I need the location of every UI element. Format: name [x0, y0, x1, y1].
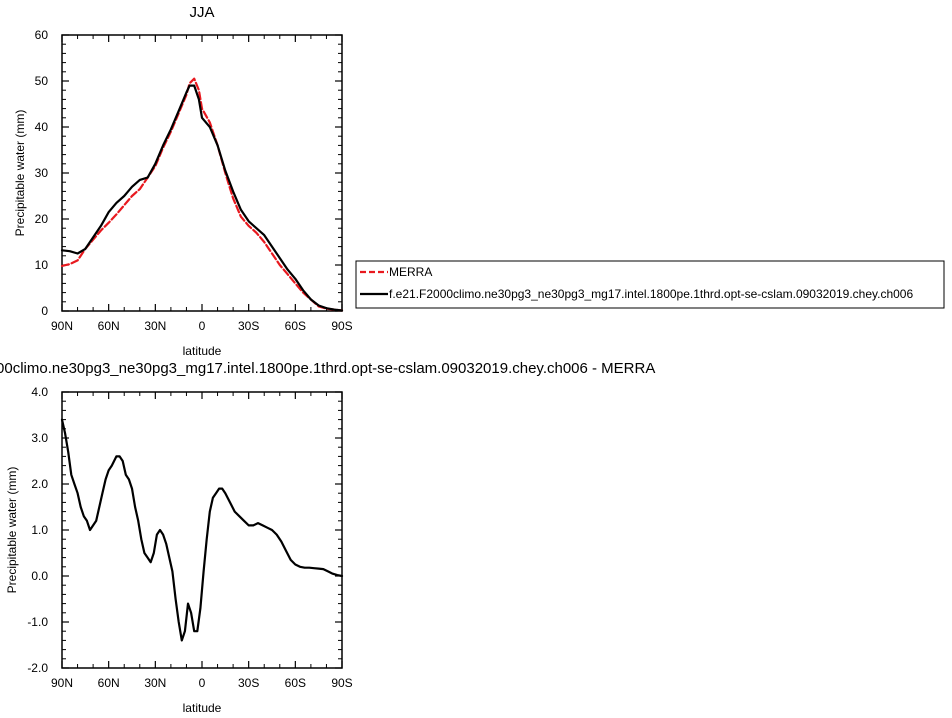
- y-tick-label: -2.0: [27, 661, 48, 675]
- y-tick-label: 2.0: [31, 477, 48, 491]
- y-axis-label: Precipitable water (mm): [13, 110, 27, 237]
- y-tick-label: 4.0: [31, 385, 48, 399]
- x-tick-label: 0: [199, 676, 206, 690]
- plot-frame-1: [61, 34, 343, 312]
- plot-frame-2: [61, 391, 343, 669]
- x-tick-label: 30N: [144, 319, 166, 333]
- y-tick-label: 1.0: [31, 523, 48, 537]
- y-axis-label: Precipitable water (mm): [5, 467, 19, 594]
- series-line-2: [60, 84, 344, 312]
- x-axis-label: latitude: [183, 701, 222, 715]
- y-tick-label: 60: [35, 28, 49, 42]
- y-tick-label: 40: [35, 120, 49, 134]
- y-tick-label: 3.0: [31, 431, 48, 445]
- series-line-1: [60, 77, 344, 312]
- legend-label-1: MERRA: [389, 265, 432, 279]
- x-tick-label: 60N: [98, 676, 120, 690]
- y-tick-label: 20: [35, 212, 49, 226]
- legend-label-2: f.e21.F2000climo.ne30pg3_ne30pg3_mg17.in…: [389, 287, 913, 301]
- y-tick-label: 0: [41, 304, 48, 318]
- x-tick-label: 30S: [238, 676, 259, 690]
- series-line-1: [60, 418, 344, 642]
- x-tick-label: 90S: [331, 319, 352, 333]
- x-tick-label: 90N: [51, 319, 73, 333]
- legend-box: [355, 260, 945, 309]
- chart-title: f.e21.F2000climo.ne30pg3_ne30pg3_mg17.in…: [0, 360, 655, 377]
- y-tick-label: 50: [35, 74, 49, 88]
- x-tick-label: 30N: [144, 676, 166, 690]
- x-tick-label: 60N: [98, 319, 120, 333]
- y-tick-label: 0.0: [31, 569, 48, 583]
- y-tick-label: 10: [35, 258, 49, 272]
- y-tick-label: -1.0: [27, 615, 48, 629]
- x-tick-label: 60S: [285, 676, 306, 690]
- x-axis-label: latitude: [183, 344, 222, 358]
- y-tick-label: 30: [35, 166, 49, 180]
- chart-title: JJA: [189, 4, 214, 21]
- x-tick-label: 60S: [285, 319, 306, 333]
- x-tick-label: 90S: [331, 676, 352, 690]
- x-tick-label: 30S: [238, 319, 259, 333]
- x-tick-label: 90N: [51, 676, 73, 690]
- x-tick-label: 0: [199, 319, 206, 333]
